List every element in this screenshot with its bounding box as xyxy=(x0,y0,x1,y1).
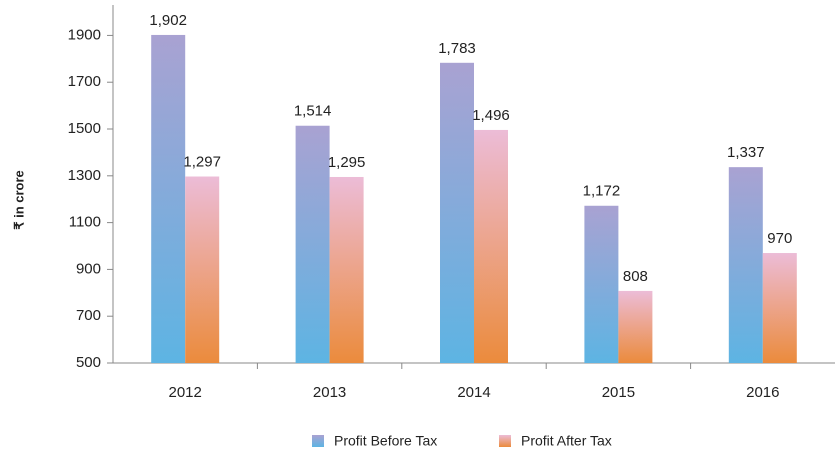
value-label: 1,172 xyxy=(583,183,621,200)
value-label: 1,337 xyxy=(727,144,765,161)
bar xyxy=(584,205,619,363)
bar xyxy=(185,176,220,363)
value-label: 970 xyxy=(767,230,792,247)
y-tick-label: 1100 xyxy=(69,214,101,231)
x-tick-label: 2013 xyxy=(313,384,346,401)
y-tick-label: 1900 xyxy=(68,26,101,43)
value-label: 1,514 xyxy=(294,103,332,120)
y-axis-label: ₹ in crore xyxy=(11,170,26,230)
y-tick-label: 1300 xyxy=(68,167,101,184)
y-tick-label: 1500 xyxy=(68,120,101,137)
x-tick-label: 2014 xyxy=(457,384,490,401)
value-label: 808 xyxy=(623,268,648,285)
value-label: 1,902 xyxy=(149,12,187,29)
y-tick-label: 700 xyxy=(76,307,101,324)
value-label: 1,297 xyxy=(183,153,221,170)
legend-swatch xyxy=(312,435,324,447)
value-label: 1,295 xyxy=(328,154,366,171)
bar xyxy=(151,34,186,364)
bar xyxy=(762,253,797,363)
legend-label: Profit After Tax xyxy=(521,433,612,449)
bar xyxy=(295,125,330,364)
y-tick-label: 900 xyxy=(76,260,101,277)
x-tick-label: 2015 xyxy=(602,384,635,401)
bar xyxy=(728,167,763,363)
x-tick-label: 2016 xyxy=(746,384,779,401)
value-label: 1,783 xyxy=(438,40,476,57)
value-label: 1,496 xyxy=(472,107,510,124)
bar xyxy=(618,290,653,363)
y-tick-label: 500 xyxy=(76,354,101,371)
bar xyxy=(440,62,474,364)
bar xyxy=(329,176,364,363)
x-tick-label: 2012 xyxy=(169,384,202,401)
bar xyxy=(474,129,508,363)
legend-swatch xyxy=(499,435,511,447)
legend-label: Profit Before Tax xyxy=(334,433,437,449)
y-tick-label: 1700 xyxy=(68,73,101,90)
